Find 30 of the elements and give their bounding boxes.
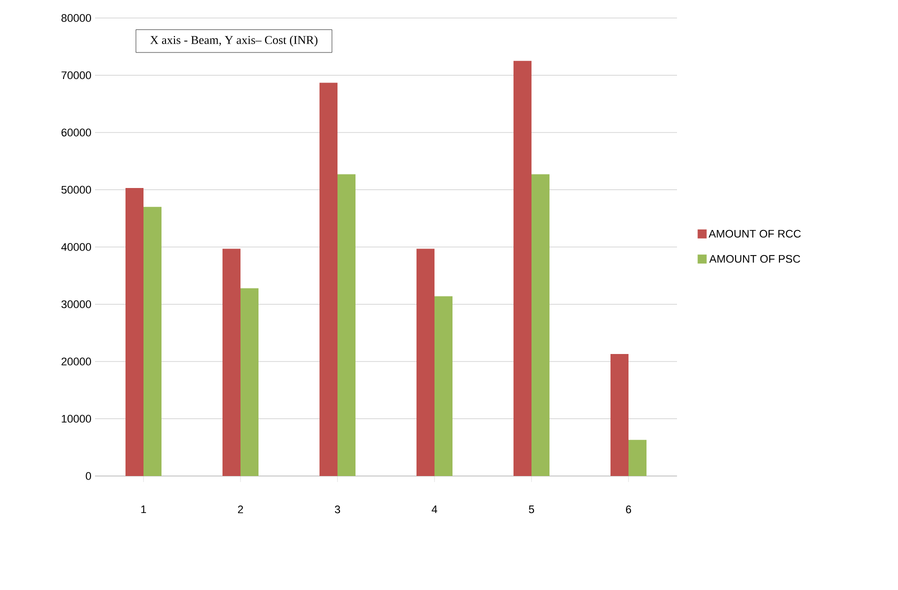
y-tick-label: 50000 <box>61 186 92 194</box>
y-tick-label: 60000 <box>62 128 92 136</box>
bar <box>126 188 144 476</box>
bar <box>144 206 162 476</box>
bar <box>628 440 647 476</box>
x-tick-label: 5 <box>528 506 534 514</box>
legend-label: AMOUNT OF PSC <box>709 255 800 263</box>
bar <box>222 248 240 476</box>
y-tick-label: 80000 <box>61 14 92 22</box>
annotation: X axis - Beam, Y axis– Cost (INR) <box>150 36 318 46</box>
y-tick-label: 20000 <box>62 358 92 366</box>
bar <box>240 288 258 476</box>
y-tick-label: 0 <box>86 472 92 480</box>
x-tick-label: 2 <box>238 506 243 514</box>
legend-label: AMOUNT OF RCC <box>708 230 801 238</box>
x-tick-label: 3 <box>334 506 340 514</box>
bar <box>610 354 629 476</box>
y-tick-label: 70000 <box>62 71 92 80</box>
y-tick-label: 10000 <box>62 414 92 423</box>
x-tick-label: 6 <box>626 506 632 514</box>
y-tick-label: 40000 <box>61 243 92 251</box>
bar <box>320 82 338 476</box>
bar <box>338 174 356 476</box>
bar <box>514 60 532 476</box>
bar <box>532 174 550 476</box>
x-tick-label: 4 <box>432 506 438 514</box>
y-tick-label: 30000 <box>61 300 92 308</box>
x-tick-label: 1 <box>141 506 146 514</box>
bar <box>434 296 453 476</box>
bar <box>416 248 435 476</box>
